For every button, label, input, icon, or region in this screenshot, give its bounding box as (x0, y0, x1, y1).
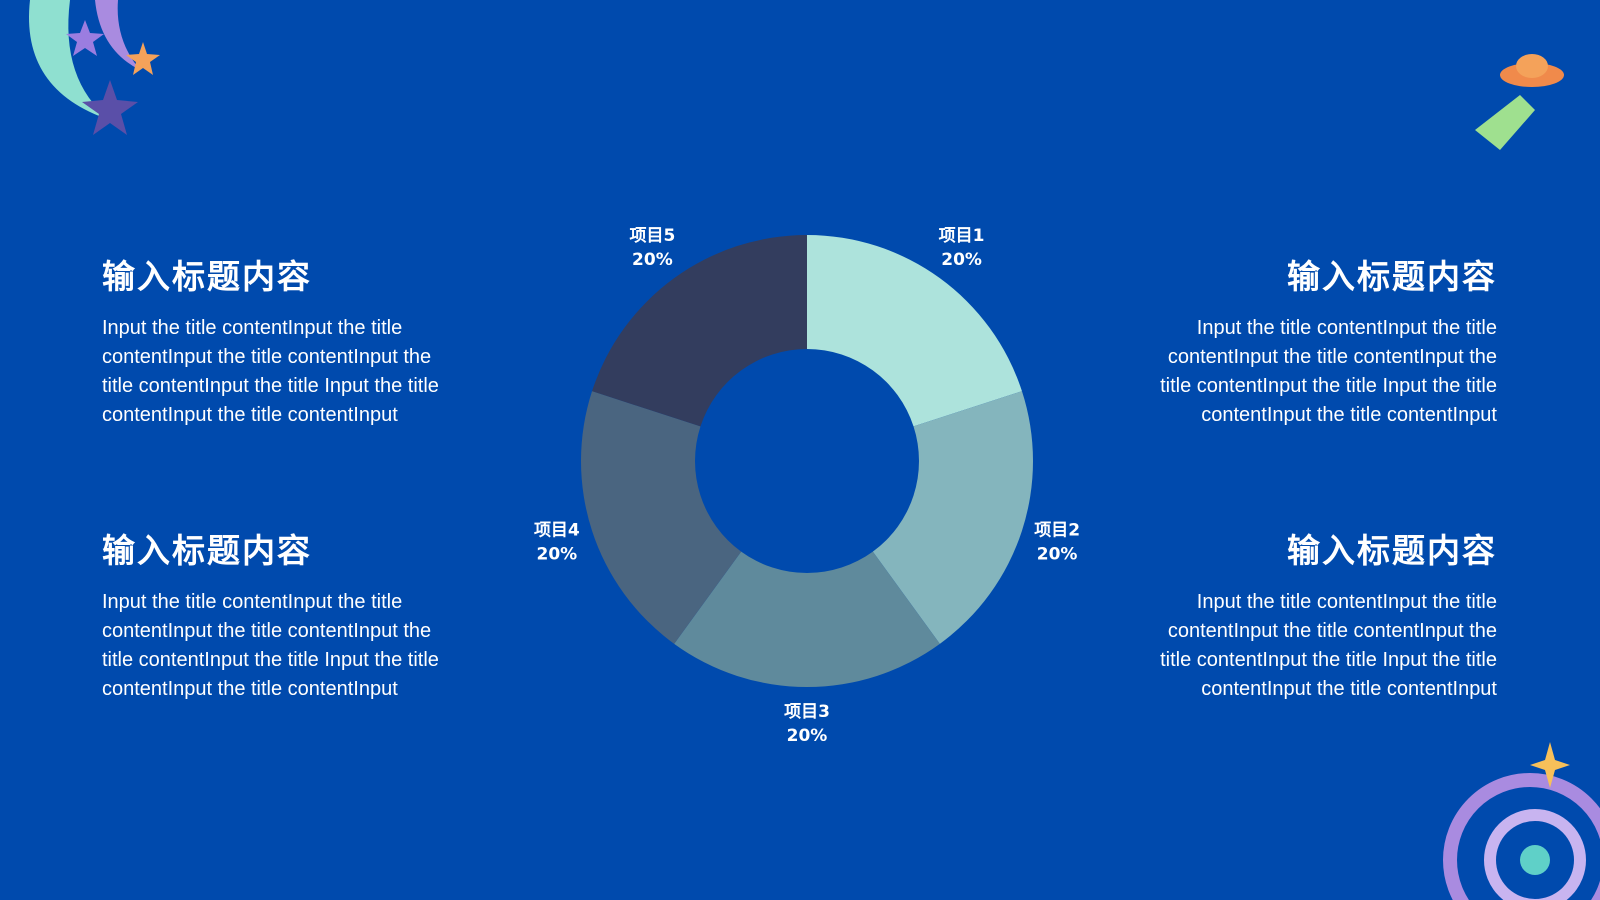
block-body: Input the title contentInput the title c… (1160, 591, 1497, 700)
ufo-beam (1475, 95, 1535, 150)
donut-slice (581, 391, 742, 644)
donut-slice (674, 551, 940, 687)
slice-value-label: 20% (537, 544, 578, 564)
comet-tail (95, 0, 140, 70)
slice-value-label: 20% (787, 726, 828, 746)
block-title: 输入标题内容 (1287, 257, 1497, 296)
ufo-dome (1516, 54, 1548, 78)
slice-category: 项目3 (784, 702, 830, 722)
comet-tail (29, 0, 110, 120)
slice-category: 项目4 (534, 520, 580, 540)
block-body: Input the title contentInput the title c… (102, 317, 439, 426)
text-block: 输入标题内容 Input the title contentInput the … (1147, 250, 1497, 430)
galaxy (1443, 773, 1600, 900)
slice-category: 项目1 (939, 226, 985, 246)
galaxy (1484, 809, 1586, 900)
block-body: Input the title contentInput the title c… (102, 591, 439, 700)
slice-value-label: 20% (941, 250, 982, 270)
text-block: 输入标题内容 Input the title contentInput the … (102, 524, 452, 704)
donut-slice (872, 391, 1033, 644)
text-block: 输入标题内容 Input the title contentInput the … (102, 250, 452, 430)
slice-value-label: 20% (632, 250, 673, 270)
block-body: Input the title contentInput the title c… (1160, 317, 1497, 426)
text-block: 输入标题内容 Input the title contentInput the … (1147, 524, 1497, 704)
block-title: 输入标题内容 (1287, 531, 1497, 570)
block-title: 输入标题内容 (102, 531, 312, 570)
slice-value-label: 20% (1037, 544, 1078, 564)
donut-slice (807, 235, 1022, 427)
sparkle (1530, 742, 1570, 788)
slice-category: 项目5 (629, 226, 675, 246)
block-title: 输入标题内容 (102, 257, 312, 296)
star (82, 80, 138, 135)
star (126, 42, 160, 75)
slice-category: 项目2 (1034, 520, 1080, 540)
star (66, 20, 104, 56)
donut-slice (592, 235, 807, 427)
galaxy-core (1520, 845, 1550, 875)
